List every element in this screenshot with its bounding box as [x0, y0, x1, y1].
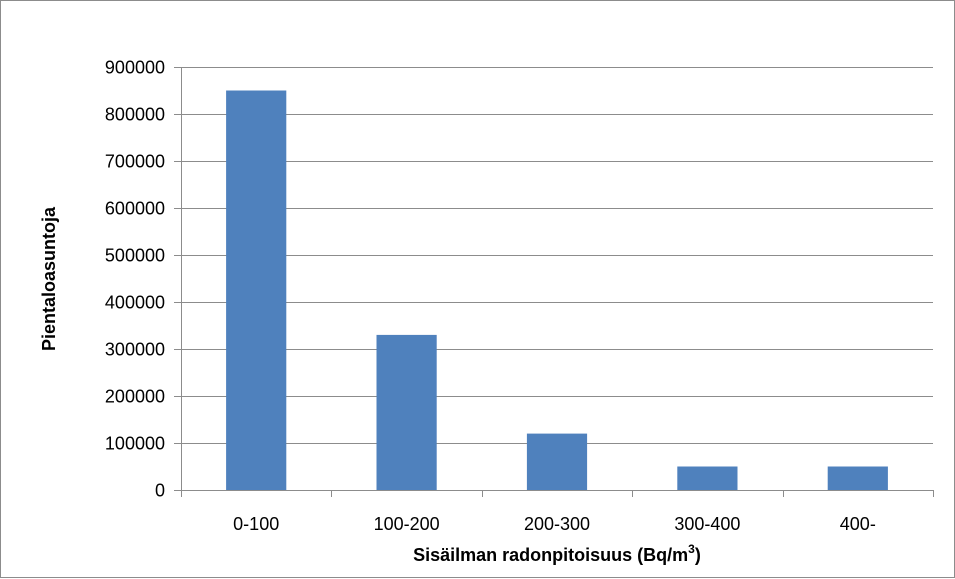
y-axis-title: Pientaloasuntoja — [39, 206, 59, 351]
axes — [174, 67, 934, 497]
x-axis-title: Sisäilman radonpitoisuus (Bq/m3) — [413, 542, 701, 565]
gridlines — [181, 67, 933, 444]
y-tick-label: 100000 — [105, 434, 165, 454]
y-tick-label: 900000 — [105, 58, 165, 78]
y-tick-label: 300000 — [105, 340, 165, 360]
y-tick-label: 500000 — [105, 246, 165, 266]
y-tick-label: 700000 — [105, 152, 165, 172]
x-tick-label: 0-100 — [233, 514, 279, 534]
y-tick-label: 600000 — [105, 199, 165, 219]
bar-100-200 — [376, 334, 437, 490]
x-tick-labels: 0-100 100-200 200-300 300-400 400- — [233, 514, 876, 534]
x-tick-label: 100-200 — [374, 514, 440, 534]
y-tick-labels: 0 100000 200000 300000 400000 500000 600000 700… — [105, 58, 165, 501]
bar-400- — [827, 466, 888, 490]
x-axis-title-superscript: 3 — [688, 542, 695, 556]
x-tick-label: 300-400 — [674, 514, 740, 534]
x-axis-title-suffix: ) — [695, 545, 701, 565]
bar-200-300 — [526, 433, 588, 490]
y-tick-label: 0 — [155, 481, 165, 501]
bars — [226, 90, 888, 490]
y-tick-label: 800000 — [105, 105, 165, 125]
x-axis-title-main: Sisäilman radonpitoisuus (Bq/m — [413, 545, 688, 565]
bar-300-400 — [677, 466, 738, 490]
x-tick-label: 400- — [840, 514, 876, 534]
y-tick-label: 400000 — [105, 293, 165, 313]
x-tick-label: 200-300 — [524, 514, 590, 534]
y-tick-label: 200000 — [105, 387, 165, 407]
bar-0-100 — [226, 90, 287, 490]
